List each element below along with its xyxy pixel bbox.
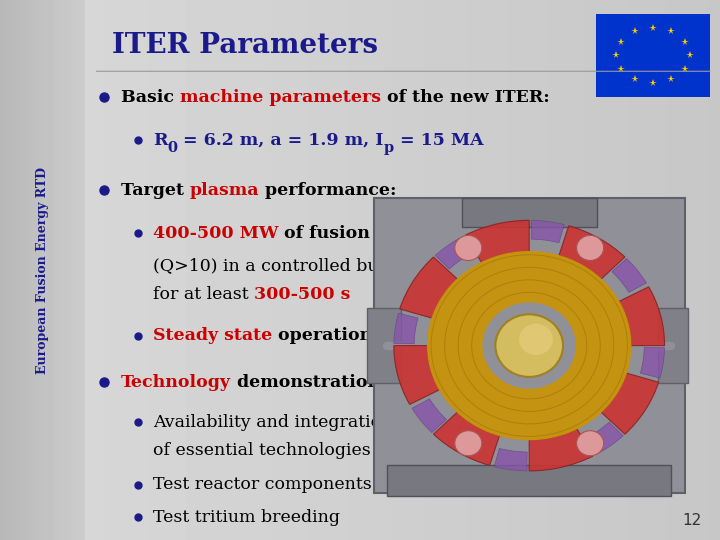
Text: (Q>10) in a controlled burn: (Q>10) in a controlled burn [153,257,397,274]
FancyBboxPatch shape [658,308,688,383]
Text: 12: 12 [683,513,702,528]
Text: of fusion power: of fusion power [278,225,435,242]
Circle shape [577,235,603,260]
Wedge shape [394,346,440,404]
Text: performance:: performance: [259,181,397,199]
Text: Steady state: Steady state [153,327,272,345]
Text: Target: Target [121,181,190,199]
FancyBboxPatch shape [366,308,400,383]
Text: = 15 MA: = 15 MA [394,132,483,149]
Text: for at least: for at least [153,286,253,303]
Text: Test reactor components: Test reactor components [153,476,372,494]
Circle shape [519,323,553,355]
Text: European Fusion Energy RTD: European Fusion Energy RTD [36,166,49,374]
Text: Technology: Technology [121,374,231,391]
Text: Basic: Basic [121,89,180,106]
Wedge shape [494,448,527,471]
Wedge shape [587,422,624,454]
Wedge shape [601,373,659,434]
Wedge shape [559,226,625,279]
Text: R: R [153,132,167,149]
Wedge shape [433,412,500,465]
Text: demonstrations:: demonstrations: [231,374,396,391]
Text: p: p [384,141,394,156]
Text: Availability and integration: Availability and integration [153,414,392,431]
Text: 0: 0 [167,141,177,156]
Wedge shape [618,287,665,346]
Polygon shape [428,252,631,440]
Text: 400-500 MW: 400-500 MW [153,225,278,242]
Wedge shape [400,257,457,318]
Text: operation at Q>5: operation at Q>5 [272,327,445,345]
FancyBboxPatch shape [596,14,710,97]
Text: 300-500 s: 300-500 s [253,286,350,303]
FancyBboxPatch shape [387,464,671,496]
Text: of essential technologies: of essential technologies [153,442,370,460]
Text: = 6.2 m, a = 1.9 m, I: = 6.2 m, a = 1.9 m, I [177,132,384,149]
Wedge shape [412,399,446,433]
Wedge shape [640,347,665,378]
Wedge shape [529,429,593,471]
Circle shape [577,431,603,456]
Wedge shape [394,313,418,344]
Wedge shape [531,220,564,243]
Circle shape [455,235,482,260]
Text: ITER Parameters: ITER Parameters [112,32,377,59]
FancyBboxPatch shape [462,198,597,227]
Wedge shape [612,259,647,292]
Text: machine parameters: machine parameters [180,89,381,106]
FancyBboxPatch shape [374,198,685,493]
Text: Test tritium breeding: Test tritium breeding [153,509,340,526]
Text: of the new ITER:: of the new ITER: [381,89,549,106]
Wedge shape [435,237,472,269]
Text: plasma: plasma [190,181,259,199]
Circle shape [495,314,563,377]
Wedge shape [466,220,529,262]
Circle shape [455,431,482,456]
